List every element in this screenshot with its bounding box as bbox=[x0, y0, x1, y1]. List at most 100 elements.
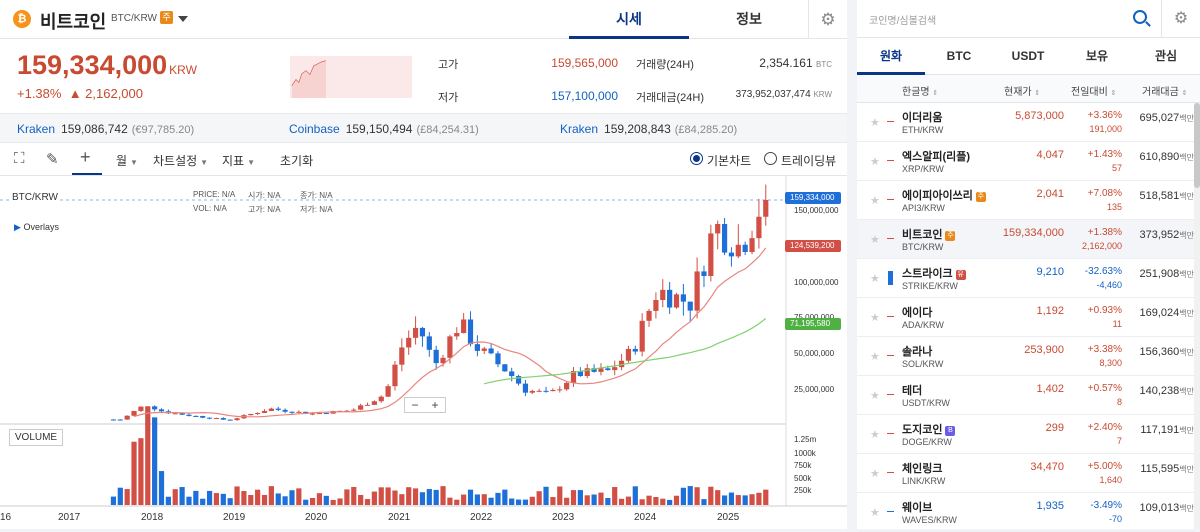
coin-symbol: LINK/KRW bbox=[902, 476, 946, 486]
tab-holdings[interactable]: 보유 bbox=[1085, 49, 1109, 63]
volume-bar bbox=[364, 499, 371, 505]
zoom-out-button[interactable]: − bbox=[411, 398, 419, 412]
coin-price: 9,210 bbox=[1036, 266, 1064, 278]
market-row[interactable]: ★ 스트라이크 유 STRIKE/KRW 9,210 -32.63% -4,460 251,9… bbox=[857, 259, 1194, 298]
candle-body bbox=[461, 319, 467, 334]
market-row[interactable]: ★ 비트코인 주 BTC/KRW 159,334,000 +1.38% 2,162,000 3… bbox=[857, 220, 1194, 259]
candle-body bbox=[433, 349, 439, 364]
market-row[interactable]: ★ 체인링크 LINK/KRW 34,470 +5.00% 1,640 115,595백만 bbox=[857, 454, 1194, 493]
search-input[interactable]: 코인명/심볼검색 bbox=[869, 16, 937, 27]
coin-trade-value: 610,890백만 bbox=[1139, 151, 1195, 163]
market-row[interactable]: ★ 테더 USDT/KRW 1,402 +0.57% 8 140,238백만 bbox=[857, 376, 1194, 415]
x-tick: 2023 bbox=[552, 512, 575, 523]
trade-value-label: 거래대금(24H) bbox=[636, 92, 704, 104]
volume-bar bbox=[392, 490, 398, 505]
indicators-button[interactable]: 지표 ▼ bbox=[222, 154, 256, 168]
coin-name[interactable]: 비트코인 bbox=[40, 12, 107, 32]
tab-quote[interactable]: 시세 bbox=[569, 0, 689, 39]
tab-krw[interactable]: 원화 bbox=[857, 38, 925, 75]
candle-body bbox=[570, 371, 577, 383]
candle-body bbox=[447, 336, 453, 358]
candle-body bbox=[186, 414, 192, 416]
mini-candle bbox=[887, 433, 894, 434]
col-volume[interactable]: 거래대금 ⇕ bbox=[1142, 87, 1188, 98]
overlays-toggle[interactable]: ▶ Overlays bbox=[14, 222, 59, 232]
star-icon[interactable]: ★ bbox=[870, 351, 880, 363]
star-icon[interactable]: ★ bbox=[870, 429, 880, 441]
volume-bar bbox=[165, 496, 171, 505]
x-tick: 2019 bbox=[223, 512, 246, 523]
chevron-down-icon[interactable] bbox=[178, 16, 188, 22]
volume-bar bbox=[200, 498, 206, 505]
tab-info[interactable]: 정보 bbox=[736, 11, 762, 27]
star-icon[interactable]: ★ bbox=[870, 390, 880, 402]
candle-body bbox=[612, 367, 618, 371]
tab-favorites[interactable]: 관심 bbox=[1154, 49, 1178, 63]
col-name[interactable]: 한글명 ⇕ bbox=[902, 87, 939, 98]
market-row[interactable]: ★ 에이다 ADA/KRW 1,192 +0.93% 11 169,024백만 bbox=[857, 298, 1194, 337]
crosshair-active-indicator bbox=[72, 173, 102, 175]
candle-body bbox=[138, 406, 144, 411]
candle-body bbox=[296, 411, 302, 413]
volume-bar bbox=[186, 496, 192, 505]
mini-candle bbox=[887, 355, 894, 356]
coin-name: 스트라이크 유 bbox=[902, 268, 966, 280]
candle-body bbox=[598, 368, 604, 372]
fullscreen-icon[interactable]: ⛶ bbox=[14, 150, 25, 167]
star-icon[interactable]: ★ bbox=[870, 117, 880, 129]
tradingview-radio[interactable] bbox=[764, 152, 777, 165]
y-tick: 50,000,000 bbox=[794, 349, 835, 358]
coin-symbol: ADA/KRW bbox=[902, 320, 944, 330]
search-icon[interactable] bbox=[1133, 10, 1147, 24]
high-label: 고가 bbox=[438, 59, 459, 71]
star-icon[interactable]: ★ bbox=[870, 156, 880, 168]
scrollbar[interactable] bbox=[1194, 103, 1200, 529]
crosshair-icon[interactable]: + bbox=[80, 147, 91, 167]
star-icon[interactable]: ★ bbox=[870, 273, 880, 285]
col-change[interactable]: 전일대비 ⇕ bbox=[1071, 87, 1117, 98]
tab-usdt[interactable]: USDT bbox=[1011, 49, 1045, 63]
coin-change-amount: 191,000 bbox=[1089, 124, 1122, 134]
col-price[interactable]: 현재가 ⇕ bbox=[1004, 87, 1041, 98]
market-tabs: 원화 BTC USDT 보유 관심 bbox=[857, 38, 1200, 75]
y-tick: 100,000,000 bbox=[794, 278, 839, 287]
candle-body bbox=[385, 386, 391, 397]
candle-body bbox=[131, 410, 137, 416]
volume-bar bbox=[213, 493, 220, 505]
zoom-in-button[interactable]: + bbox=[431, 398, 439, 412]
coin-trade-value: 117,191백만 bbox=[1140, 424, 1194, 436]
market-row[interactable]: ★ 웨이브 WAVES/KRW 1,935 -3.49% -70 109,013백만 bbox=[857, 493, 1194, 532]
star-icon[interactable]: ★ bbox=[870, 195, 880, 207]
ohlc-low: 저가: N/A bbox=[300, 205, 333, 214]
gear-icon[interactable]: ⚙ bbox=[808, 0, 847, 39]
coin-price: 1,935 bbox=[1036, 500, 1064, 512]
coin-trade-value: 156,360백만 bbox=[1139, 346, 1195, 358]
volume-bar bbox=[378, 487, 384, 505]
coin-change-rate: -3.49% bbox=[1090, 500, 1122, 511]
interval-select[interactable]: 월 ▼ bbox=[116, 154, 138, 168]
market-row[interactable]: ★ 에이피아이쓰리 주 API3/KRW 2,041 +7.08% 135 518,581백만 bbox=[857, 181, 1194, 220]
coin-change-amount: -4,460 bbox=[1096, 280, 1122, 290]
market-row[interactable]: ★ 이더리움 ETH/KRW 5,873,000 +3.36% 191,000 695,02… bbox=[857, 103, 1194, 142]
coin-trade-value: 109,013백만 bbox=[1139, 502, 1195, 514]
reset-button[interactable]: 초기화 bbox=[280, 154, 314, 168]
tab-btc[interactable]: BTC bbox=[946, 49, 972, 63]
gear-icon[interactable]: ⚙ bbox=[1161, 0, 1200, 38]
price-chart[interactable]: BTC/KRW ▶ Overlays PRICE: N/A 시가: N/A 종가… bbox=[0, 176, 847, 529]
ma2-price-tag: 71,195,580 bbox=[785, 318, 841, 330]
volume-bar bbox=[316, 493, 323, 505]
chart-settings-button[interactable]: 차트설정 ▼ bbox=[153, 154, 209, 168]
scrollbar-thumb[interactable] bbox=[1194, 103, 1200, 188]
star-icon[interactable]: ★ bbox=[870, 312, 880, 324]
market-row[interactable]: ★ 도지코인 B DOGE/KRW 299 +2.40% 7 117,191백만 bbox=[857, 415, 1194, 454]
trade-value: 373,952,037,474 KRW bbox=[735, 89, 832, 100]
star-icon[interactable]: ★ bbox=[870, 234, 880, 246]
market-row[interactable]: ★ 솔라나 SOL/KRW 253,900 +3.38% 8,300 156,360백만 bbox=[857, 337, 1194, 376]
basic-chart-radio[interactable] bbox=[690, 152, 703, 165]
star-icon[interactable]: ★ bbox=[870, 468, 880, 480]
star-icon[interactable]: ★ bbox=[870, 507, 880, 519]
volume-bar bbox=[756, 492, 762, 505]
market-row[interactable]: ★ 엑스알피(리플) XRP/KRW 4,047 +1.43% 57 610,890백만 bbox=[857, 142, 1194, 181]
pencil-icon[interactable]: ✎ bbox=[46, 151, 59, 168]
chart-svg[interactable] bbox=[0, 176, 847, 529]
